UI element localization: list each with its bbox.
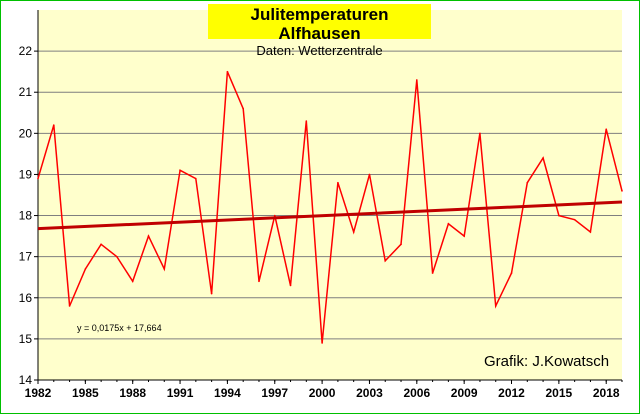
x-tick-label: 1985	[72, 386, 99, 400]
data-point	[384, 259, 387, 262]
data-point	[242, 107, 244, 110]
data-point	[573, 218, 576, 221]
data-point	[526, 181, 529, 184]
data-point	[273, 214, 276, 217]
trend-line	[37, 200, 623, 231]
y-tick-label: 14	[19, 373, 33, 387]
data-point	[305, 120, 308, 122]
data-point	[147, 235, 150, 237]
x-tick-label: 2018	[593, 386, 620, 400]
data-point	[352, 231, 355, 233]
x-tick-label: 1988	[119, 386, 146, 400]
x-axis-ticks: 1982 1985 1988 1991 1994 1997 2000 2003 2006 2009…	[25, 386, 620, 400]
y-tick-label: 19	[19, 167, 33, 181]
data-point	[463, 235, 465, 237]
y-tick-label: 18	[19, 209, 33, 223]
data-point	[589, 231, 592, 233]
data-point	[542, 157, 544, 159]
x-tick-label: 2003	[356, 386, 383, 400]
chart-subtitle: Daten: Wetterzentrale	[256, 43, 383, 58]
y-tick-label: 16	[19, 291, 33, 305]
data-point	[37, 177, 39, 180]
data-point	[416, 79, 418, 81]
y-axis-ticks: 14 15 16 17 18 19 20 21 22	[19, 44, 33, 387]
data-point	[510, 272, 513, 274]
x-tick-label: 1997	[261, 386, 288, 400]
data-point	[558, 214, 560, 217]
y-tick-label: 21	[19, 85, 33, 99]
data-point	[226, 70, 229, 73]
data-point	[52, 124, 55, 126]
data-point	[431, 272, 434, 274]
data-point	[210, 292, 213, 295]
x-tick-label: 2000	[309, 386, 336, 400]
trendline-equation: y = 0,0175x + 17,664	[77, 323, 162, 333]
data-point	[116, 255, 118, 258]
data-point	[179, 169, 181, 172]
data-point	[447, 222, 450, 225]
x-tick-label: 2009	[451, 386, 478, 400]
y-tick-label: 20	[19, 126, 33, 140]
data-point	[195, 177, 197, 180]
data-point	[68, 305, 71, 307]
x-tick-label: 2015	[546, 386, 573, 400]
data-point	[321, 342, 323, 344]
data-point	[100, 243, 102, 246]
series-layer	[37, 70, 623, 344]
axes	[34, 10, 623, 384]
trend-layer	[37, 200, 623, 231]
y-tick-label: 22	[19, 44, 33, 58]
x-tick-label: 2012	[498, 386, 525, 400]
data-point	[400, 243, 402, 246]
data-point	[494, 305, 497, 307]
x-tick-label: 2006	[403, 386, 430, 400]
series-line-0	[37, 71, 623, 344]
x-tick-label: 1991	[167, 386, 194, 400]
data-point	[368, 173, 371, 176]
data-point	[84, 268, 87, 270]
data-point	[337, 181, 339, 184]
chart-title: Julitemperaturen Alfhausen	[250, 5, 389, 43]
data-point	[163, 268, 166, 270]
x-tick-label: 1982	[25, 386, 52, 400]
y-tick-label: 17	[19, 250, 33, 264]
chart-credit: Grafik: J.Kowatsch	[484, 353, 610, 370]
y-tick-label: 15	[19, 332, 33, 346]
data-point	[479, 132, 481, 135]
data-point	[258, 280, 260, 283]
title-box: Julitemperaturen Alfhausen Daten: Wetter…	[208, 4, 431, 58]
data-point	[621, 190, 623, 192]
data-point	[131, 280, 134, 283]
data-point	[289, 284, 292, 287]
x-tick-label: 1994	[214, 386, 241, 400]
data-point	[605, 128, 608, 131]
